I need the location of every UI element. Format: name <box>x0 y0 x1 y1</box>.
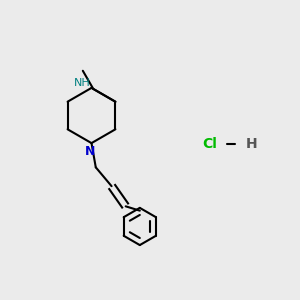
Text: H: H <box>246 137 258 151</box>
Text: Cl: Cl <box>202 137 217 151</box>
Text: N: N <box>85 145 95 158</box>
Text: NH: NH <box>74 78 91 88</box>
